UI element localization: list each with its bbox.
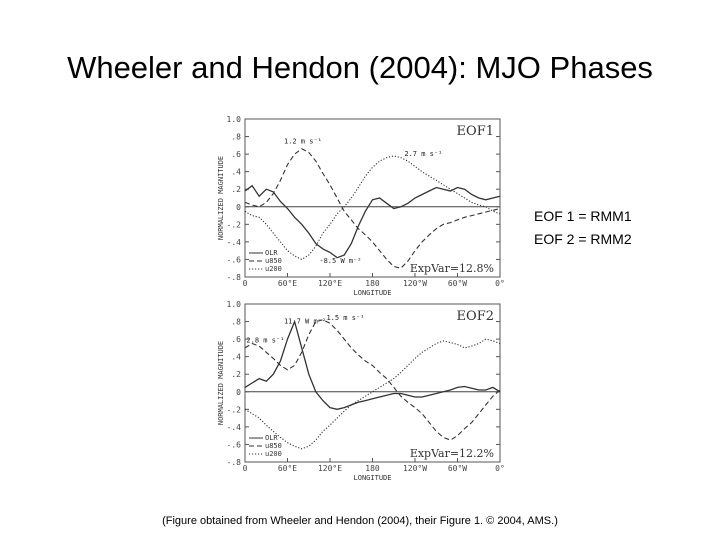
eof1-y-axis-label: NORMALIZED MAGNITUDE bbox=[217, 156, 225, 240]
eof2-series-u200 bbox=[244, 338, 501, 450]
rmm-notes: EOF 1 = RMM1 EOF 2 = RMM2 bbox=[534, 205, 632, 251]
eof2-plot-frame bbox=[244, 303, 501, 463]
eof1-y-tick-label: 1.0 bbox=[227, 115, 242, 124]
eof1-panel-title: EOF1 bbox=[457, 124, 494, 139]
eof1-expvar: ExpVar=12.8% bbox=[410, 262, 494, 275]
eof2-y-tick-label: .2 bbox=[231, 370, 241, 379]
eof2-expvar: ExpVar=12.2% bbox=[410, 447, 494, 460]
eof1-series-u850 bbox=[244, 148, 501, 269]
eof1-x-tick-label: 120°E bbox=[318, 279, 342, 288]
eof1-legend-label: OLR bbox=[265, 249, 278, 257]
eof2-legend-label: u200 bbox=[265, 450, 282, 458]
eof2-x-axis-label: LONGITUDE bbox=[354, 474, 392, 482]
eof1-legend-label: u850 bbox=[265, 257, 282, 265]
eof1-y-tick-label: 0 bbox=[236, 203, 241, 212]
eof1-x-tick-label: 60°W bbox=[448, 279, 467, 288]
slide-title: Wheeler and Hendon (2004): MJO Phases bbox=[67, 50, 653, 85]
eof1-x-axis-label: LONGITUDE bbox=[354, 289, 392, 297]
rmm2-note: EOF 2 = RMM2 bbox=[534, 231, 632, 247]
eof2-annotation: 11.7 W m⁻² bbox=[284, 317, 326, 325]
eof2-x-tick-label: 120°W bbox=[403, 464, 427, 473]
eof2-y-tick-label: -.8 bbox=[227, 458, 242, 467]
eof1-series-olr bbox=[244, 184, 501, 259]
eof1-y-tick-label: .6 bbox=[231, 150, 241, 159]
eof1-y-tick-label: .8 bbox=[231, 133, 241, 142]
eof1-y-tick-label: .4 bbox=[231, 168, 241, 177]
eof1-annotation: 1.2 m s⁻¹ bbox=[284, 138, 322, 146]
eof1-y-tick-label: .2 bbox=[231, 185, 241, 194]
rmm1-note: EOF 1 = RMM1 bbox=[534, 208, 632, 224]
eof2-x-tick-label: 60°W bbox=[448, 464, 467, 473]
eof2-x-tick-label: 180 bbox=[365, 464, 380, 473]
eof1-annotation: 2.7 m s⁻¹ bbox=[404, 150, 442, 158]
eof1-annotation: -8.5 W m⁻² bbox=[319, 257, 361, 265]
eof1-y-tick-label: -.8 bbox=[227, 273, 242, 282]
eof1-y-tick-label: -.6 bbox=[227, 255, 242, 264]
eof1-x-tick-label: 120°W bbox=[403, 279, 427, 288]
eof2-x-tick-label: 0° bbox=[495, 464, 505, 473]
figure-caption: (Figure obtained from Wheeler and Hendon… bbox=[162, 515, 558, 527]
eof2-y-tick-label: 0 bbox=[236, 388, 241, 397]
eof1-x-tick-label: 180 bbox=[365, 279, 380, 288]
eof2-y-tick-label: .8 bbox=[231, 318, 241, 327]
eof2-series-u850 bbox=[244, 319, 501, 441]
eof2-legend-label: u850 bbox=[265, 442, 282, 450]
eof2-annotation: 2.8 m s⁻¹ bbox=[246, 337, 284, 345]
eof2-y-axis-label: NORMALIZED MAGNITUDE bbox=[217, 341, 225, 425]
eof2-x-tick-label: 60°E bbox=[278, 464, 297, 473]
eof2-legend-label: OLR bbox=[265, 434, 278, 442]
eof1-y-tick-label: -.2 bbox=[227, 220, 242, 229]
eof1-y-tick-label: -.4 bbox=[227, 238, 242, 247]
eof2-y-tick-label: -.2 bbox=[227, 405, 242, 414]
eof2-x-tick-label: 0 bbox=[243, 464, 248, 473]
eof1-plot-frame bbox=[244, 118, 501, 278]
eof1-x-tick-label: 0° bbox=[495, 279, 505, 288]
eof1-x-tick-label: 0 bbox=[243, 279, 248, 288]
eof1-x-tick-label: 60°E bbox=[278, 279, 297, 288]
eof2-y-tick-label: .4 bbox=[231, 353, 241, 362]
eof2-y-tick-label: 1.0 bbox=[227, 300, 242, 309]
eof2-y-tick-label: -.6 bbox=[227, 440, 242, 449]
eof2-annotation: 1.5 m s⁻¹ bbox=[326, 314, 364, 322]
eof2-y-tick-label: .6 bbox=[231, 335, 241, 344]
eof1-legend-label: u200 bbox=[265, 265, 282, 273]
eof2-panel-title: EOF2 bbox=[457, 309, 494, 324]
eof2-y-tick-label: -.4 bbox=[227, 423, 242, 432]
eof2-x-tick-label: 120°E bbox=[318, 464, 342, 473]
eof2-series-olr bbox=[244, 319, 501, 410]
